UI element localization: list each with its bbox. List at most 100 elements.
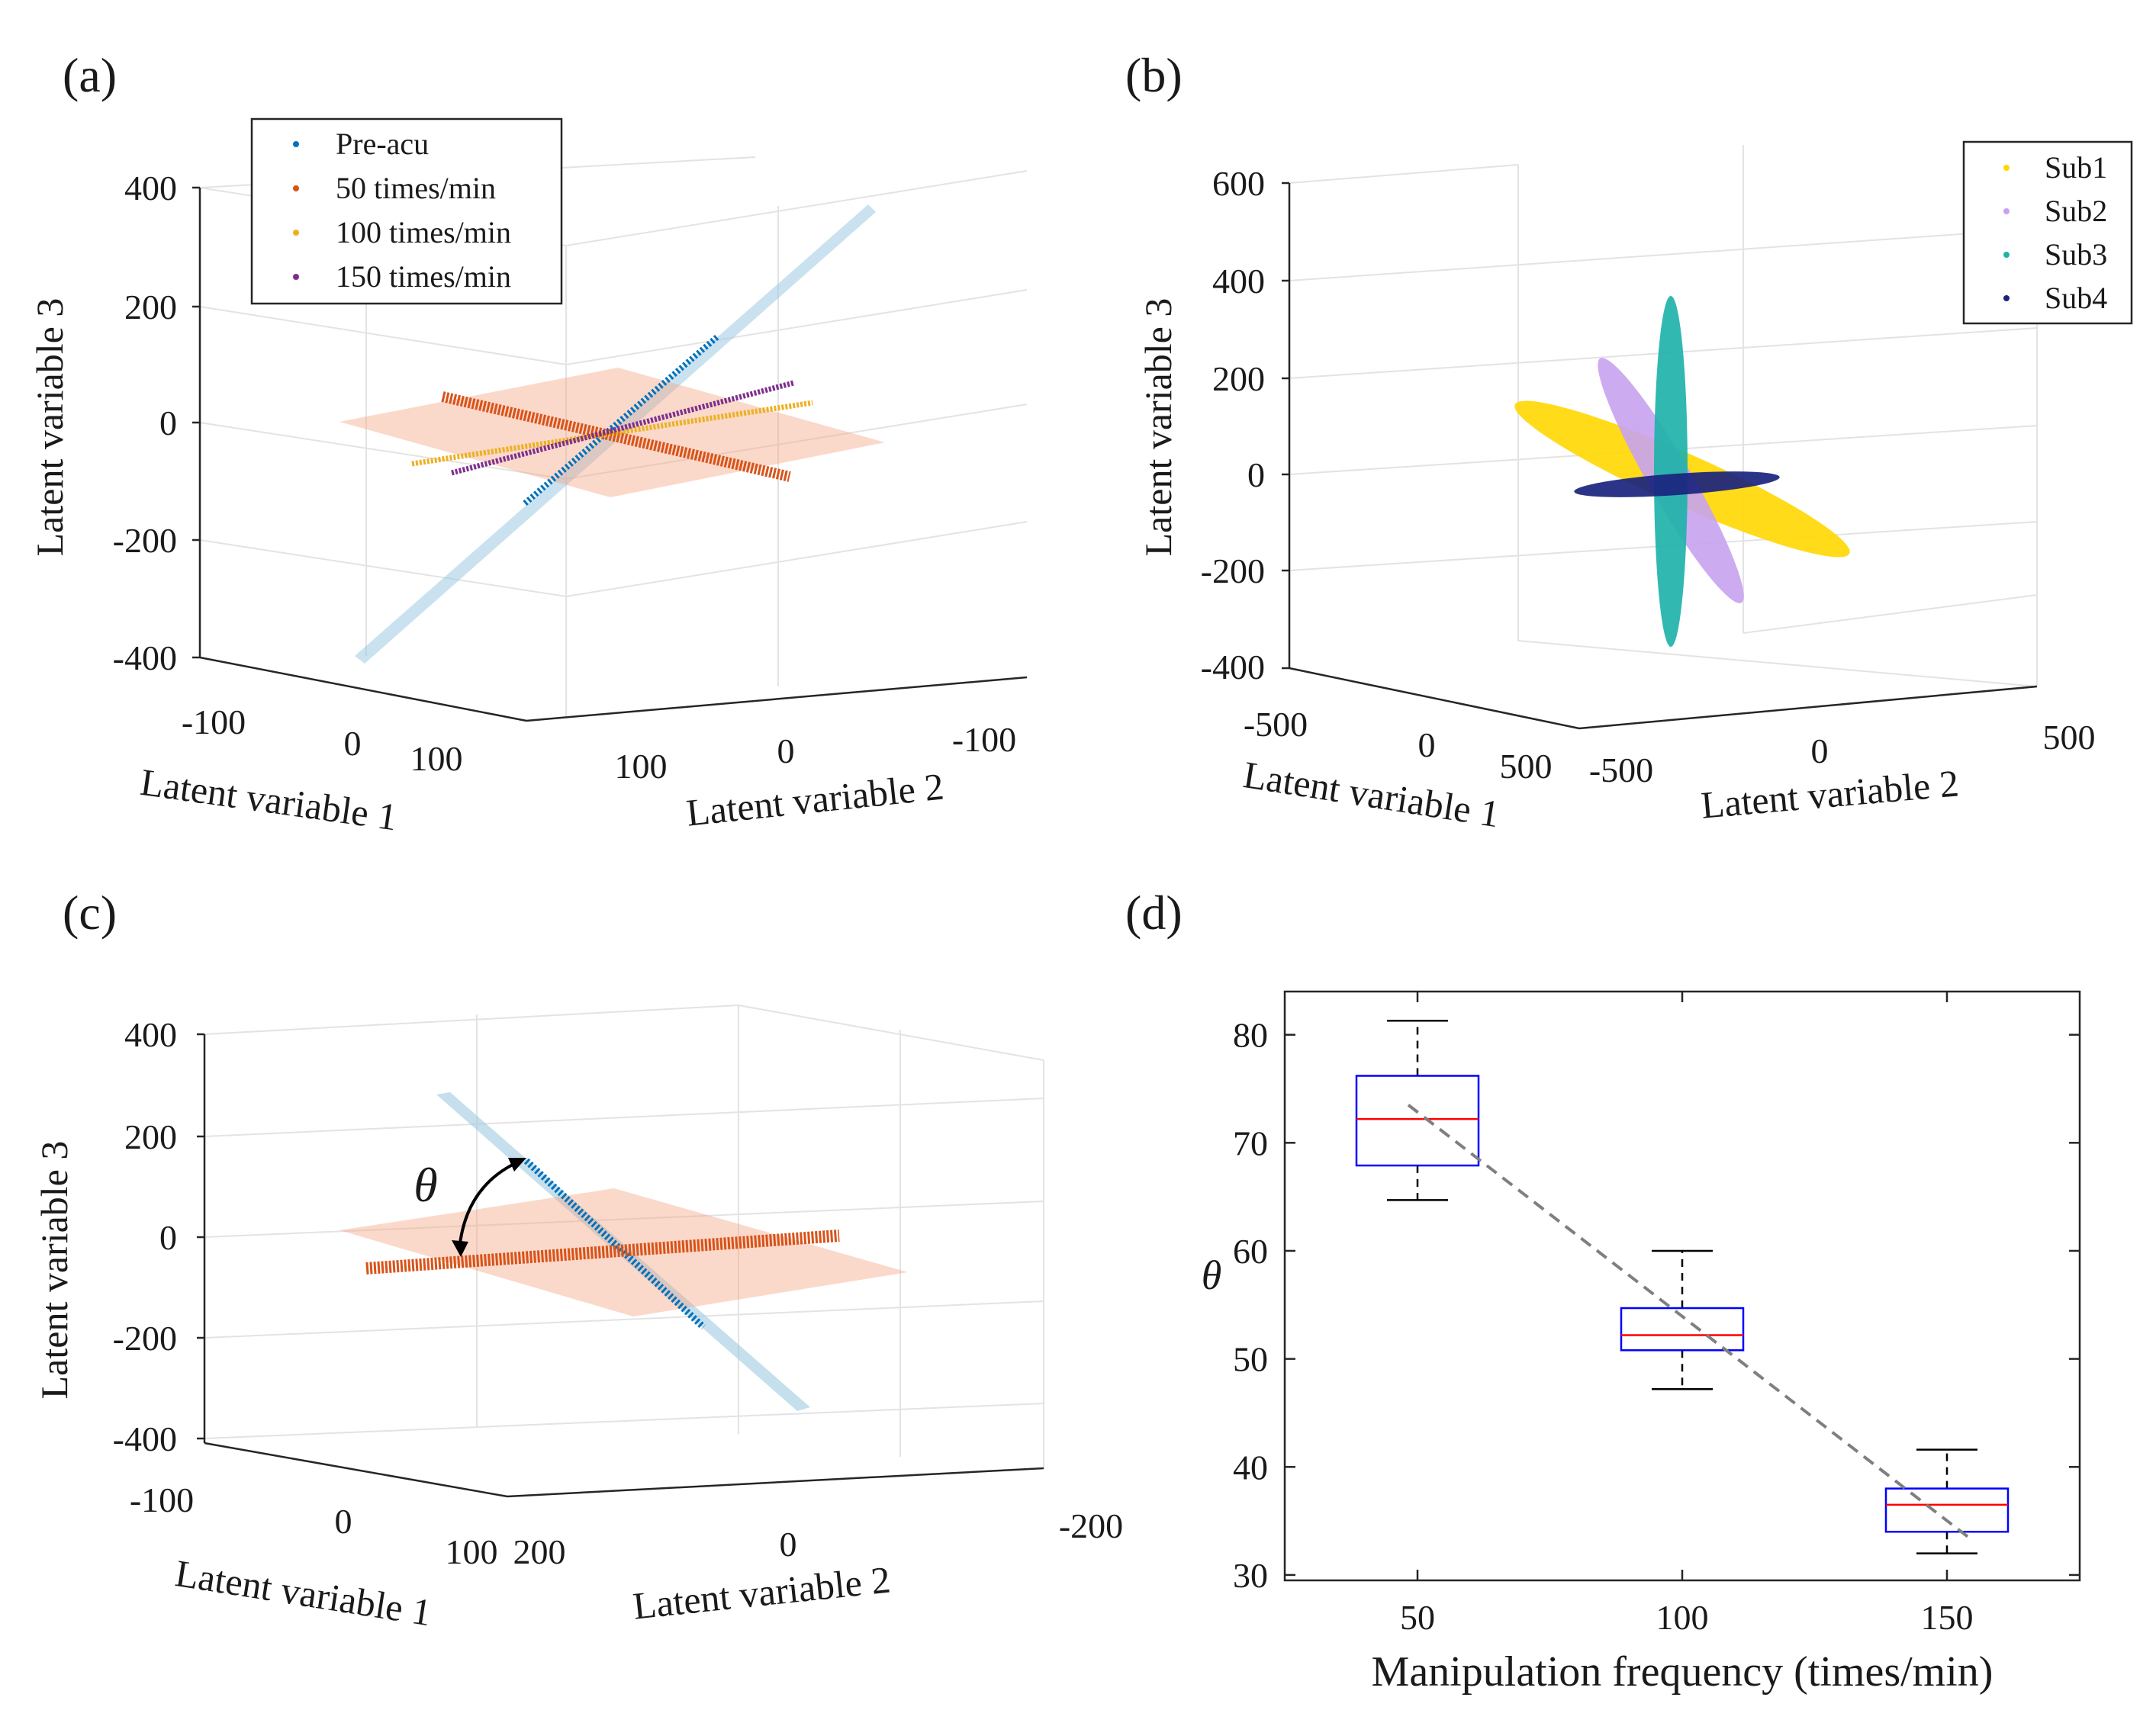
panel-a-z-ticks: 400 200 0 -200 -400 xyxy=(113,169,177,677)
panel-a-ytick: 100 xyxy=(615,747,668,786)
panel-a-legend-label: 150 times/min xyxy=(336,259,511,294)
panel-b-x-ticks: -500 0 500 xyxy=(1244,705,1553,786)
panel-c-ztick: 200 xyxy=(124,1117,177,1156)
panel-c-z-ticks: 400 200 0 -200 -400 xyxy=(113,1015,177,1458)
panel-b-legend-box xyxy=(1962,140,2133,325)
panel-d-plot-frame xyxy=(1283,990,2081,1582)
panel-a-xlabel: Latent variable 1 xyxy=(138,760,400,839)
panel-b-xtick: 500 xyxy=(1500,747,1553,786)
panel-c-grid xyxy=(204,1005,1044,1468)
panel-a-legend-box xyxy=(250,117,563,305)
panel-d: (d) 30 40 50 60 70 80 50 100 150 Manipulation fr… xyxy=(1125,886,2081,1696)
panel-d-boxes xyxy=(1355,1019,2010,1554)
panel-b-legend-label: Sub1 xyxy=(2045,150,2107,185)
panel-c-series-pre-acu xyxy=(523,1158,706,1330)
panel-b-xtick: 0 xyxy=(1418,725,1436,764)
panel-c-ztick: -200 xyxy=(113,1319,177,1358)
panel-b-ytick: 0 xyxy=(1811,731,1829,770)
panel-b-ztick: -400 xyxy=(1201,648,1265,686)
panel-a-legend-label: 50 times/min xyxy=(336,171,496,205)
panel-c-x-ticks: -100 0 100 xyxy=(130,1480,498,1571)
panel-c-ylabel: Latent variable 2 xyxy=(631,1558,893,1628)
panel-c: (c) 400 200 0 -200 xyxy=(33,886,1123,1634)
x-tick-label: 50 xyxy=(1400,1598,1435,1637)
panel-a-legend-marker xyxy=(293,141,299,147)
panel-b-data xyxy=(1514,296,1850,647)
panel-d-ticks: 30 40 50 60 70 80 50 100 150 xyxy=(1233,992,2080,1637)
y-tick-label: 30 xyxy=(1233,1556,1268,1595)
panel-b-legend: Sub1 Sub2 Sub3 Sub4 xyxy=(1962,140,2133,325)
y-tick-label: 40 xyxy=(1233,1448,1268,1487)
panel-b-legend-label: Sub2 xyxy=(2045,194,2107,228)
panel-a-legend-marker xyxy=(293,185,299,191)
panel-a-series-50 xyxy=(441,391,791,482)
panel-a-legend-marker xyxy=(293,230,299,236)
panel-c-theta-arrowhead xyxy=(452,1240,468,1257)
panel-b-ztick: -200 xyxy=(1201,551,1265,590)
panel-a-xtick: 0 xyxy=(344,724,362,763)
panel-d-trend-line xyxy=(1407,1104,1970,1538)
x-tick-label: 100 xyxy=(1656,1598,1709,1637)
panel-c-theta-annotation: θ xyxy=(414,1158,526,1257)
panel-a-data xyxy=(339,204,885,664)
panel-c-label: (c) xyxy=(63,886,117,940)
panel-a-label: (a) xyxy=(63,48,117,102)
panel-b-series-sub4 xyxy=(1574,471,1780,497)
panel-c-xtick: -100 xyxy=(130,1480,194,1519)
panel-b-z-ticks: 600 400 200 0 -200 -400 xyxy=(1201,164,1265,686)
panel-c-ytick: 200 xyxy=(513,1532,566,1571)
panel-c-ytick: -200 xyxy=(1059,1506,1123,1545)
panel-b-series-sub3 xyxy=(1654,296,1688,647)
y-tick-label: 60 xyxy=(1233,1232,1268,1271)
x-tick-label: 150 xyxy=(1921,1598,1974,1637)
panel-d-xlabel: Manipulation frequency (times/min) xyxy=(1372,1648,1993,1696)
panel-b-ytick: 500 xyxy=(2043,718,2096,757)
panel-a-x-ticks: -100 0 100 xyxy=(182,702,463,778)
panel-a-xtick: -100 xyxy=(182,702,246,741)
panel-c-y-ticks: 200 0 -200 xyxy=(513,1506,1124,1571)
panel-c-data xyxy=(339,1092,908,1411)
panel-c-series-50 xyxy=(365,1230,840,1275)
panel-a-legend-label: 100 times/min xyxy=(336,215,511,249)
panel-a-ylabel: Latent variable 2 xyxy=(684,765,946,834)
panel-a-ztick: 400 xyxy=(124,169,177,207)
panel-a-legend: Pre-acu 50 times/min 100 times/min 150 t… xyxy=(250,117,563,305)
panel-c-axes xyxy=(197,1033,1044,1498)
panel-c-ztick: 0 xyxy=(159,1218,177,1257)
panel-c-theta-label: θ xyxy=(414,1158,437,1212)
box-iqr xyxy=(1884,1487,2010,1533)
panel-a-y-ticks: 100 0 -100 xyxy=(615,720,1017,786)
panel-a-ytick: 0 xyxy=(777,731,795,770)
panel-b-y-ticks: -500 0 500 xyxy=(1589,718,2096,789)
panel-a-ztick: -400 xyxy=(113,638,177,677)
panel-c-xtick: 0 xyxy=(335,1502,352,1541)
panel-b-legend-marker xyxy=(2003,295,2010,301)
panel-b-ytick: -500 xyxy=(1589,751,1653,789)
panel-c-xlabel: Latent variable 1 xyxy=(172,1551,434,1634)
y-tick-label: 70 xyxy=(1233,1123,1268,1162)
panel-a-series-pre-acu xyxy=(523,333,721,506)
panel-b-ztick: 200 xyxy=(1212,359,1265,398)
panel-a-ytick: -100 xyxy=(952,720,1016,759)
panel-b-legend-label: Sub3 xyxy=(2045,237,2107,272)
panel-c-theta-arrowhead xyxy=(508,1158,526,1172)
panel-a-ztick: 0 xyxy=(159,403,177,442)
panel-b-ztick: 400 xyxy=(1212,262,1265,301)
panel-b-axes xyxy=(1282,182,2038,730)
panel-b-legend-marker xyxy=(2003,252,2010,258)
panel-a-ztick: 200 xyxy=(124,288,177,326)
box-iqr xyxy=(1355,1075,1480,1167)
panel-a-axes xyxy=(192,186,1028,722)
panel-a: (a) 400 200 0 xyxy=(28,48,1028,839)
panel-c-zlabel: Latent variable 3 xyxy=(33,1141,76,1400)
panel-a-legend-marker xyxy=(293,274,299,280)
panel-b-xlabel: Latent variable 1 xyxy=(1241,753,1502,835)
y-tick-label: 50 xyxy=(1233,1340,1268,1379)
panel-b: (b) 600 400 200 xyxy=(1125,48,2133,835)
panel-a-zlabel: Latent variable 3 xyxy=(28,298,71,557)
y-tick-label: 80 xyxy=(1233,1016,1268,1055)
panel-b-legend-label: Sub4 xyxy=(2045,281,2107,315)
box-iqr xyxy=(1620,1307,1745,1352)
panel-c-ytick: 0 xyxy=(780,1525,797,1564)
